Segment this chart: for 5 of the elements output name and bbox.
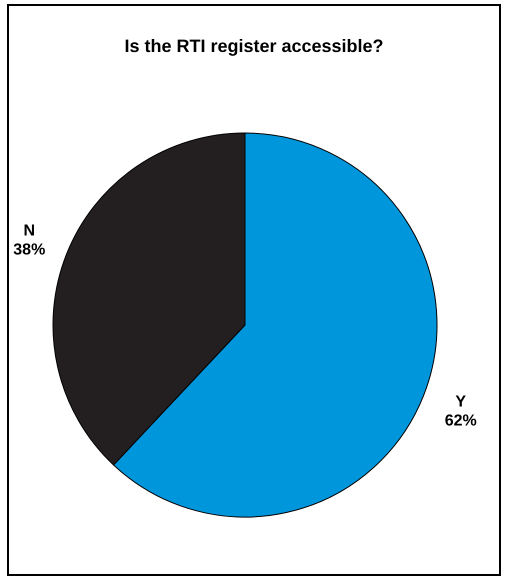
data-label: 38% xyxy=(13,242,46,259)
slice-label: N xyxy=(24,222,36,240)
chart-title: Is the RTI register accessible? xyxy=(124,36,384,56)
slice-label: Y xyxy=(455,393,466,410)
data-label: 62% xyxy=(444,412,477,430)
